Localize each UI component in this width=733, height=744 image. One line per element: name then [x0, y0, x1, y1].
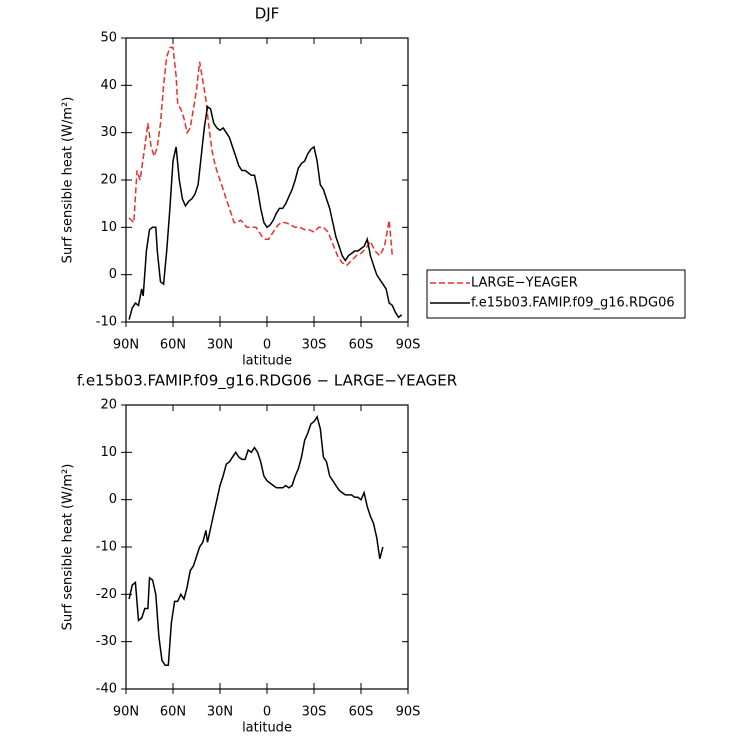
x-tick-label: 30N [207, 338, 233, 353]
y-tick-label: 0 [109, 267, 117, 282]
chart-title: f.e15b03.FAMIP.f09_g16.RDG06 − LARGE−YEA… [77, 372, 457, 391]
y-tick-label: 10 [100, 220, 117, 235]
x-tick-label: 90N [113, 705, 139, 720]
plot-frame [125, 37, 409, 323]
plot-frame [125, 404, 409, 690]
y-tick-label: 20 [100, 398, 117, 413]
y-tick-label: -30 [96, 634, 117, 649]
y-tick-label: 30 [100, 125, 117, 140]
x-tick-label: 60N [160, 338, 186, 353]
x-axis-label: latitude [242, 354, 292, 369]
x-tick-label: 30S [302, 338, 327, 353]
y-tick-label: 50 [100, 31, 117, 46]
data-line [128, 414, 384, 667]
chart-title: DJF [255, 5, 280, 23]
y-tick-label: 20 [100, 173, 117, 188]
y-axis-label: Surf sensible heat (W/m²) [61, 97, 76, 264]
x-tick-label: 90S [396, 338, 421, 353]
y-axis-label: Surf sensible heat (W/m²) [61, 464, 76, 631]
y-tick-label: -10 [96, 315, 117, 330]
data-line [128, 105, 403, 320]
data-line [128, 46, 394, 267]
y-tick-label: -20 [96, 587, 117, 602]
x-tick-label: 60S [349, 338, 374, 353]
x-tick-label: 90S [396, 705, 421, 720]
legend-label: LARGE−YEAGER [471, 276, 578, 291]
x-tick-label: 0 [263, 338, 271, 353]
x-tick-label: 0 [263, 705, 271, 720]
y-tick-label: -40 [96, 682, 117, 697]
x-tick-label: 30S [302, 705, 327, 720]
legend-box [426, 269, 686, 319]
y-tick-label: 40 [100, 78, 117, 93]
x-axis-label: latitude [242, 721, 292, 736]
y-tick-label: -10 [96, 540, 117, 555]
y-tick-label: 10 [100, 445, 117, 460]
legend-label: f.e15b03.FAMIP.f09_g16.RDG06 [471, 296, 675, 311]
x-tick-label: 90N [113, 338, 139, 353]
x-tick-label: 60S [349, 705, 374, 720]
x-tick-label: 60N [160, 705, 186, 720]
x-tick-label: 30N [207, 705, 233, 720]
y-tick-label: 0 [109, 492, 117, 507]
